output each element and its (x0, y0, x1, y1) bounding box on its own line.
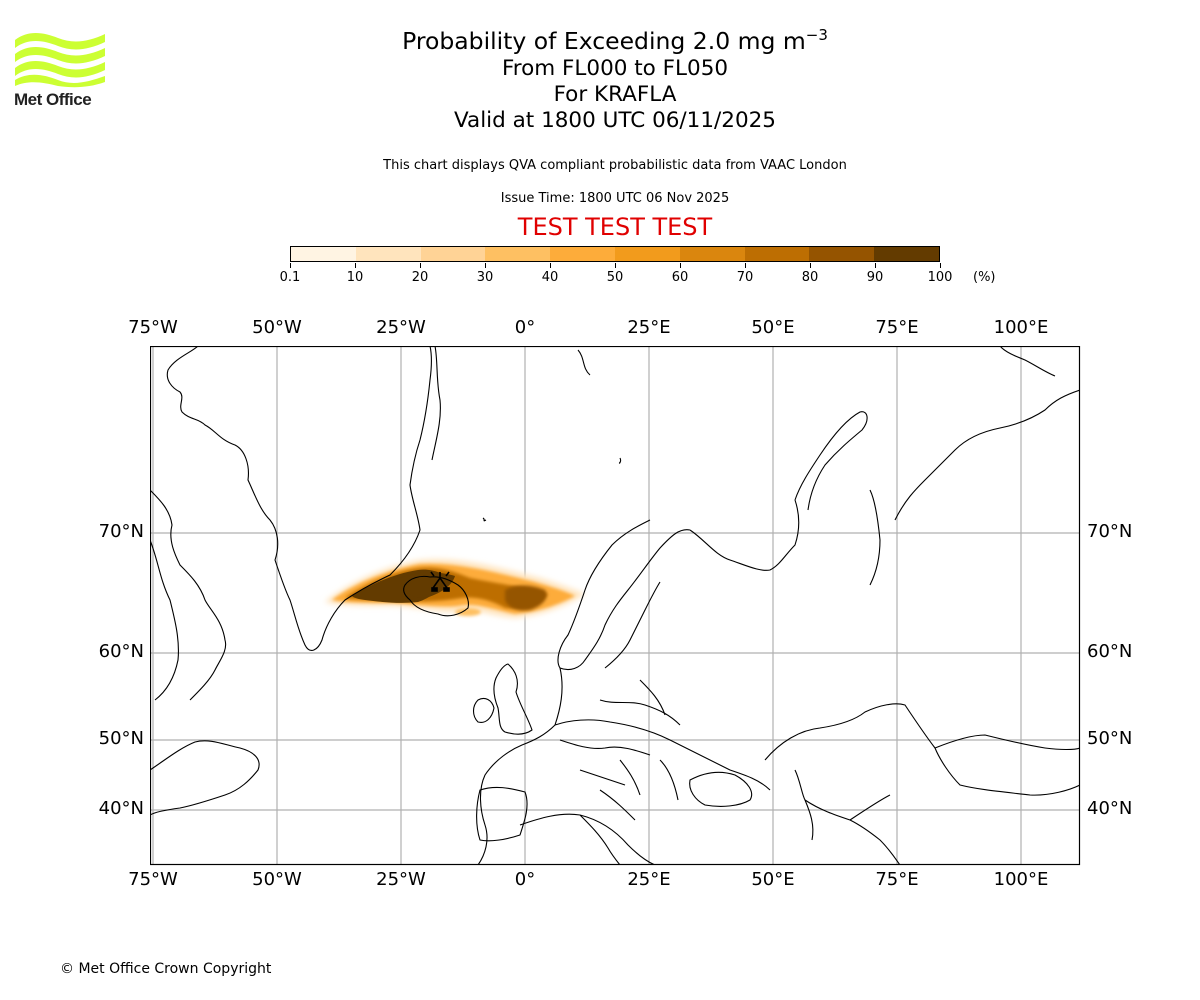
longitude-label: 50°E (751, 317, 795, 338)
colorbar-tick (420, 263, 421, 268)
colorbar-tick-label: 40 (541, 270, 559, 285)
longitude-label: 75°E (875, 869, 919, 890)
latitude-label: 50°N (98, 728, 144, 749)
colorbar-unit: (%) (973, 270, 996, 285)
colorbar-bin (679, 247, 745, 261)
longitude-label: 50°E (751, 869, 795, 890)
colorbar-bin (550, 247, 615, 261)
longitude-label: 100°E (993, 869, 1049, 890)
colorbar-tick-label: 10 (346, 270, 364, 285)
colorbar-bin (420, 247, 486, 261)
colorbar (290, 246, 940, 262)
longitude-label: 75°E (875, 317, 919, 338)
colorbar-tick-label: 20 (411, 270, 429, 285)
latitude-label: 60°N (98, 641, 144, 662)
colorbar-tick (745, 263, 746, 268)
longitude-label: 25°E (627, 869, 671, 890)
colorbar-bin (355, 247, 421, 261)
latitude-label: 40°N (98, 798, 144, 819)
longitude-label: 25°E (627, 317, 671, 338)
colorbar-tick (485, 263, 486, 268)
colorbar-tick (550, 263, 551, 268)
colorbar-bin (874, 247, 939, 261)
colorbar-tick (940, 263, 941, 268)
latitude-label: 60°N (1087, 641, 1133, 662)
test-banner: TEST TEST TEST (517, 213, 713, 241)
colorbar-tick (615, 263, 616, 268)
latitude-label: 40°N (1087, 798, 1133, 819)
colorbar-tick (680, 263, 681, 268)
longitude-label: 75°W (128, 317, 178, 338)
colorbar-bin (809, 247, 875, 261)
met-office-logo-icon (15, 33, 105, 88)
colorbar-bin (614, 247, 680, 261)
colorbar-tick-label: 50 (606, 270, 624, 285)
colorbar-tick (355, 263, 356, 268)
coastlines (150, 346, 1080, 865)
title-line-1: Probability of Exceeding 2.0 mg m−3 (402, 26, 828, 55)
copyright: © Met Office Crown Copyright (60, 961, 272, 977)
colorbar-tick-label: 100 (927, 270, 953, 285)
met-office-logo-text: Met Office (14, 90, 92, 109)
longitude-label: 25°W (376, 317, 426, 338)
title-line-4: Valid at 1800 UTC 06/11/2025 (453, 108, 776, 133)
volcano-icon (430, 571, 450, 592)
colorbar-bin (744, 247, 810, 261)
colorbar-tick (290, 263, 291, 268)
longitude-label: 25°W (376, 869, 426, 890)
colorbar-tick-label: 80 (801, 270, 819, 285)
longitude-label: 75°W (128, 869, 178, 890)
subtitle: This chart displays QVA compliant probab… (383, 158, 847, 173)
longitude-label: 0° (514, 869, 536, 890)
colorbar-bin (291, 247, 356, 261)
map-frame (150, 346, 1081, 866)
colorbar-tick-label: 0.1 (279, 270, 301, 285)
colorbar-tick (810, 263, 811, 268)
longitude-label: 0° (514, 317, 536, 338)
colorbar-tick-label: 90 (866, 270, 884, 285)
latitude-label: 70°N (1087, 521, 1133, 542)
longitude-label: 100°E (993, 317, 1049, 338)
longitude-label: 50°W (252, 317, 302, 338)
colorbar-tick-label: 30 (476, 270, 494, 285)
latitude-label: 70°N (98, 521, 144, 542)
title-line-3: For KRAFLA (553, 82, 677, 107)
latitude-label: 50°N (1087, 728, 1133, 749)
chart-title: Probability of Exceeding 2.0 mg m−3 From… (0, 26, 1200, 134)
map-panel (150, 346, 1081, 866)
colorbar-tick-label: 60 (671, 270, 689, 285)
colorbar-tick (875, 263, 876, 268)
gridlines (150, 346, 1080, 865)
colorbar-tick-label: 70 (736, 270, 754, 285)
longitude-label: 50°W (252, 869, 302, 890)
issue-time: Issue Time: 1800 UTC 06 Nov 2025 (500, 191, 730, 206)
colorbar-bin (485, 247, 551, 261)
title-line-2: From FL000 to FL050 (501, 56, 729, 81)
